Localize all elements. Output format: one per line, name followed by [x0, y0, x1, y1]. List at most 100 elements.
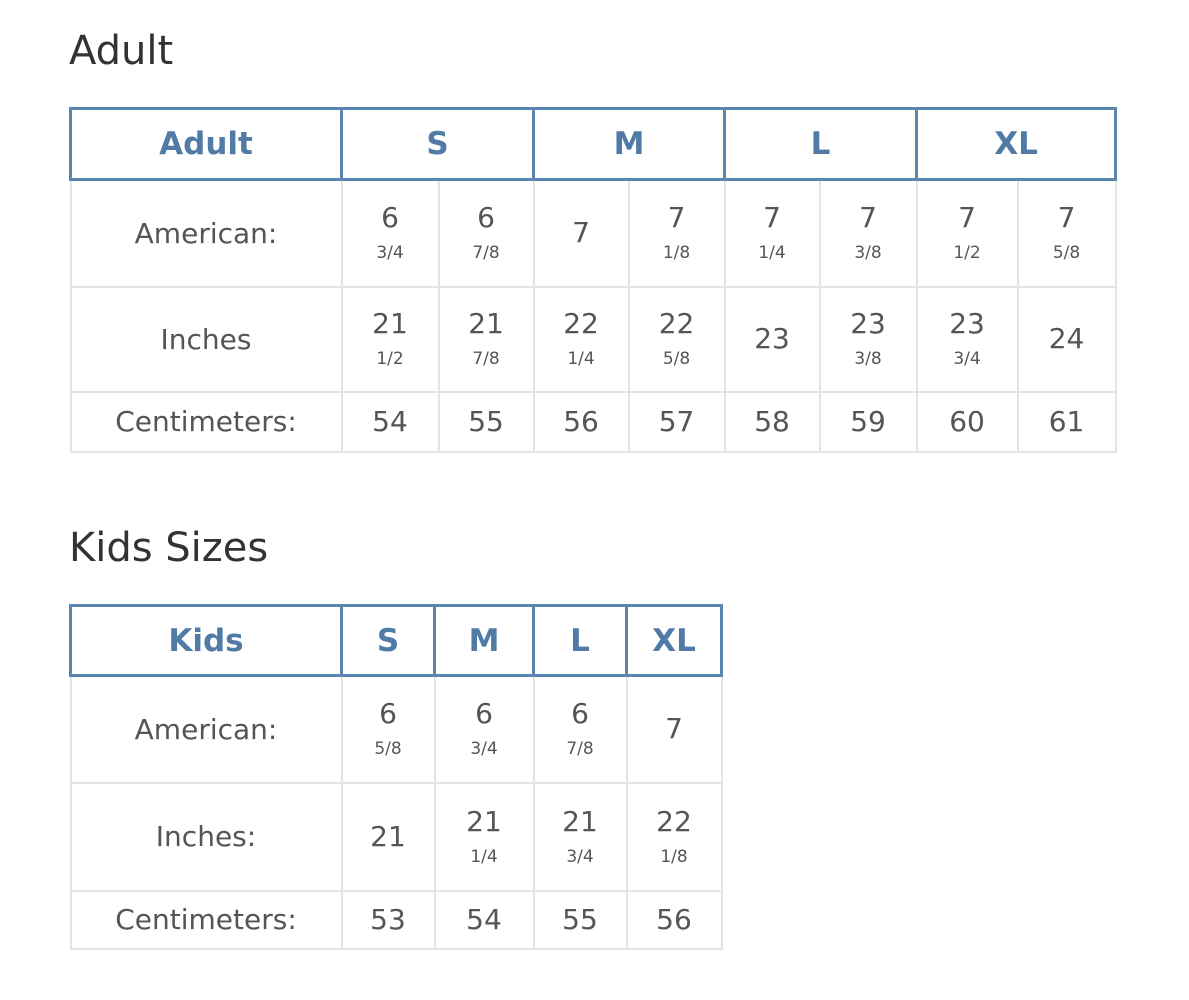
- fraction-value: 3/4: [376, 243, 404, 264]
- fraction-value: 3/4: [566, 846, 594, 867]
- row-label: American:: [69, 674, 343, 784]
- size-cell: 7: [532, 178, 630, 288]
- row-label: Inches: [69, 285, 343, 393]
- whole-value: 6: [379, 697, 397, 731]
- size-header-s: S: [339, 107, 536, 181]
- size-header-l: L: [532, 604, 628, 677]
- fraction-value: 1/2: [953, 243, 981, 264]
- whole-value: 60: [949, 404, 985, 438]
- size-cell: 23 3/4: [915, 285, 1019, 393]
- fraction-value: 1/4: [470, 846, 498, 867]
- size-cell: 24: [1016, 285, 1117, 393]
- whole-value: 58: [754, 404, 790, 438]
- size-cell: 23: [723, 285, 821, 393]
- whole-value: 23: [754, 322, 790, 355]
- header-row: Adult S M L XL: [69, 107, 1118, 181]
- whole-value: 7: [958, 201, 976, 235]
- kids-section-title: Kids Sizes: [69, 525, 269, 571]
- size-cell: 61: [1016, 390, 1117, 453]
- size-cell: 22 1/4: [532, 285, 630, 393]
- whole-value: 55: [562, 902, 598, 936]
- size-header-l: L: [723, 107, 919, 181]
- size-cell: 53: [340, 889, 436, 950]
- whole-value: 54: [372, 404, 408, 438]
- fraction-value: 3/4: [470, 739, 498, 760]
- size-cell: 7 1/4: [723, 178, 821, 288]
- fraction-value: 1/2: [376, 349, 404, 369]
- size-cell: 7 3/8: [818, 178, 918, 288]
- whole-value: 7: [763, 201, 781, 235]
- adult-section-title: Adult: [69, 28, 174, 74]
- table-row: Inches 21 1/2 21 7/8 22 1/4 22 5/8 23 23 3/8 23 3/4 24: [69, 285, 1117, 393]
- row-label: American:: [69, 178, 343, 288]
- adult-size-table: Adult S M L XL American: 6 3/4 6 7/8 7 7 1/8 7 1/4 7 3/8…: [69, 107, 1118, 453]
- whole-value: 22: [563, 307, 599, 340]
- size-cell: 22 5/8: [627, 285, 726, 393]
- whole-value: 22: [658, 307, 695, 340]
- size-cell: 54: [433, 889, 535, 950]
- whole-value: 21: [372, 307, 408, 340]
- size-cell: 6 7/8: [532, 674, 628, 784]
- whole-value: 6: [477, 201, 495, 235]
- category-header: Adult: [69, 107, 343, 181]
- fraction-value: 1/4: [758, 243, 786, 264]
- whole-value: 56: [563, 404, 599, 438]
- whole-value: 7: [859, 201, 877, 235]
- whole-value: 56: [656, 902, 692, 936]
- whole-value: 22: [656, 804, 692, 838]
- size-cell: 54: [340, 390, 440, 453]
- whole-value: 23: [949, 307, 985, 340]
- whole-value: 61: [1048, 404, 1085, 438]
- whole-value: 21: [466, 804, 502, 838]
- size-cell: 21 1/2: [340, 285, 440, 393]
- size-cell: 22 1/8: [625, 781, 723, 892]
- category-header: Kids: [69, 604, 343, 677]
- size-cell: 21 3/4: [532, 781, 628, 892]
- fraction-value: 5/8: [1052, 243, 1081, 264]
- size-cell: 7 1/2: [915, 178, 1019, 288]
- whole-value: 59: [850, 404, 886, 438]
- size-cell: 21: [340, 781, 436, 892]
- size-cell: 56: [625, 889, 723, 950]
- size-cell: 21 1/4: [433, 781, 535, 892]
- size-header-m: M: [433, 604, 535, 677]
- whole-value: 7: [572, 216, 590, 250]
- size-cell: 59: [818, 390, 918, 453]
- size-cell: 60: [915, 390, 1019, 453]
- size-cell: 21 7/8: [437, 285, 535, 393]
- size-cell: 7 5/8: [1016, 178, 1117, 288]
- table-row: Inches: 21 21 1/4 21 3/4 22 1/8: [69, 781, 723, 892]
- fraction-value: 7/8: [472, 243, 500, 264]
- whole-value: 55: [468, 404, 504, 438]
- size-cell: 7: [625, 674, 723, 784]
- fraction-value: 5/8: [374, 739, 402, 760]
- whole-value: 21: [468, 307, 504, 340]
- fraction-value: 1/4: [567, 349, 595, 369]
- size-header-s: S: [340, 604, 436, 677]
- size-cell: 6 3/4: [433, 674, 535, 784]
- fraction-value: 7/8: [566, 739, 594, 760]
- table-row: American: 6 5/8 6 3/4 6 7/8 7: [69, 674, 723, 784]
- size-cell: 23 3/8: [818, 285, 918, 393]
- whole-value: 21: [370, 819, 406, 853]
- size-cell: 58: [723, 390, 821, 453]
- row-label: Inches:: [69, 781, 343, 892]
- size-header-xl: XL: [915, 107, 1118, 181]
- whole-value: 21: [562, 804, 598, 838]
- whole-value: 7: [1057, 201, 1076, 235]
- fraction-value: 3/4: [953, 349, 981, 369]
- size-cell: 57: [627, 390, 726, 453]
- whole-value: 6: [381, 201, 399, 235]
- table-row: American: 6 3/4 6 7/8 7 7 1/8 7 1/4 7 3/8 7 1/2 7 5/8: [69, 178, 1117, 288]
- table-row: Centimeters: 53 54 55 56: [69, 889, 723, 950]
- whole-value: 6: [571, 697, 589, 731]
- size-cell: 6 5/8: [340, 674, 436, 784]
- fraction-value: 7/8: [472, 349, 500, 369]
- fraction-value: 3/8: [854, 243, 882, 264]
- size-header-xl: XL: [625, 604, 723, 677]
- size-cell: 55: [437, 390, 535, 453]
- whole-value: 57: [658, 404, 695, 438]
- header-row: Kids S M L XL: [69, 604, 723, 677]
- whole-value: 23: [850, 307, 886, 340]
- table-row: Centimeters: 54 55 56 57 58 59 60 61: [69, 390, 1117, 453]
